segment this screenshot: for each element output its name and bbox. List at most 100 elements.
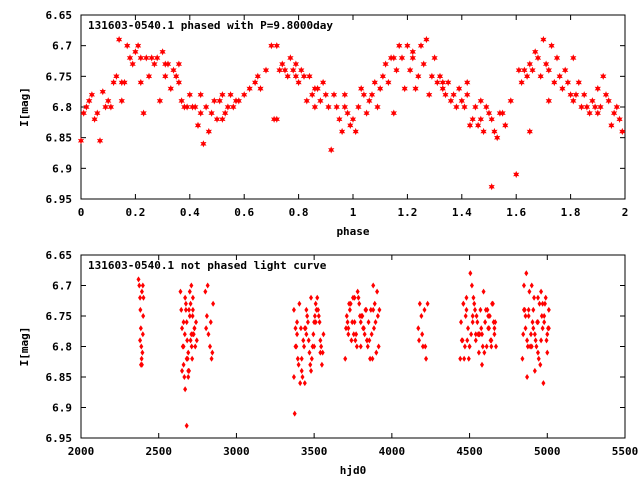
data-point [480,361,485,368]
data-point [540,325,545,332]
data-point [469,331,474,338]
data-point [372,300,377,307]
data-point [525,343,530,350]
data-point [292,72,299,80]
data-point [570,54,577,62]
data-point [346,325,351,332]
data-point [190,355,195,362]
data-point [388,54,395,62]
data-point [354,331,359,338]
data-point [542,300,547,307]
data-point [600,72,607,80]
data-point [540,35,547,44]
y-tick-label: 6.75 [46,70,73,83]
data-point [526,306,531,313]
data-point [170,66,177,74]
data-point [545,331,550,338]
data-point [349,115,357,123]
data-point [211,97,218,105]
data-point [309,91,316,99]
data-point [465,337,470,344]
x-tick-label: 2500 [145,445,172,458]
data-point [167,85,174,93]
data-point [471,294,476,301]
data-point [298,66,305,74]
data-point [319,361,324,368]
plot-frame [80,254,626,439]
x-tick-label: 1.2 [397,206,417,219]
data-point [575,78,582,87]
data-point [197,91,204,99]
data-point [424,355,429,362]
data-point [273,42,280,50]
data-point [453,103,460,111]
data-point [459,319,464,326]
data-point [374,103,381,111]
data-point [313,300,318,307]
data-point [382,60,389,68]
data-point [371,282,376,289]
data-point [545,97,552,105]
data-point [205,127,212,136]
data-point [358,319,363,326]
data-point [466,355,471,362]
data-point [528,331,533,338]
x-tick-label: 3000 [223,445,250,458]
data-point [442,91,449,99]
data-point [205,282,210,289]
data-point [482,349,487,356]
data-point [541,380,546,387]
data-point [419,313,424,319]
data-point [409,48,416,56]
data-point [489,343,494,350]
data-point [126,54,134,62]
data-point [476,331,481,338]
data-point [375,288,380,295]
data-point [417,300,422,307]
data-point [186,349,191,356]
data-point [483,319,488,326]
data-point [461,103,468,111]
data-point [203,103,210,111]
data-point [252,78,259,87]
data-point [357,300,362,307]
data-point [492,331,497,338]
data-point [141,294,146,301]
data-point [303,325,308,332]
data-point [462,355,467,362]
data-point [300,72,308,80]
data-point [567,91,574,99]
data-point [472,103,479,111]
data-point [527,288,532,295]
data-point [190,306,195,313]
data-point [365,343,370,350]
x-tick-label: 0.4 [180,206,200,219]
data-point [415,72,422,80]
x-tick-label: 1.8 [561,206,581,219]
data-point [341,91,348,99]
data-point [539,288,544,295]
data-point [375,313,380,319]
data-point [494,134,501,142]
data-point [480,331,485,338]
data-point [398,54,406,62]
x-tick-label: 0 [78,206,85,219]
data-point [290,66,297,74]
data-point [428,72,435,80]
data-point [137,78,144,87]
data-point [188,337,193,344]
data-point [450,91,457,99]
plot-title: 131603-0540.1 not phased light curve [88,259,327,272]
data-point [189,103,196,111]
data-point [316,306,321,313]
data-point [186,91,193,99]
data-point [562,66,569,74]
data-point [178,288,183,295]
data-point [193,343,198,350]
data-point [96,137,104,145]
data-point [118,78,125,87]
data-point [311,103,318,111]
data-point [520,355,525,362]
data-point [586,109,593,117]
data-point [371,325,376,332]
